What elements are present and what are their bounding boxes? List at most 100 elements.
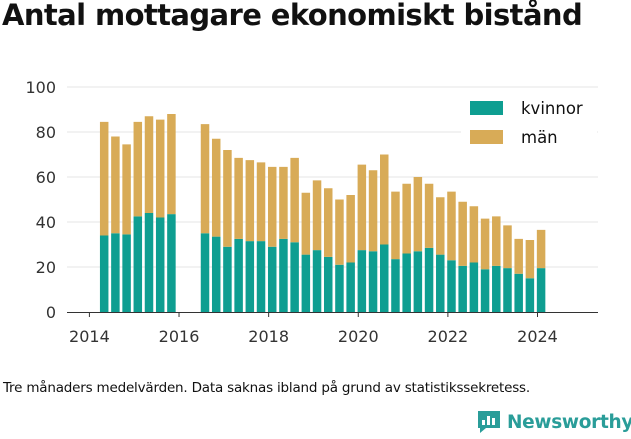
bar-man — [312, 180, 322, 251]
bar-man — [436, 197, 445, 255]
bar-man — [256, 162, 266, 242]
legend-swatch — [470, 130, 503, 144]
bar-man — [402, 183, 411, 254]
newsworthy-logo-icon — [478, 411, 500, 433]
bar-kvinnor — [167, 214, 176, 312]
bar-kvinnor — [267, 246, 277, 312]
bar-kvinnor — [503, 268, 512, 312]
y-tick-label: 0 — [46, 303, 56, 322]
bar-man — [368, 170, 378, 252]
bar-man — [424, 183, 434, 248]
bar-man — [335, 199, 344, 265]
bar-kvinnor — [391, 259, 400, 312]
bar-kvinnor — [155, 217, 165, 312]
bar-man — [144, 116, 154, 213]
bar-man — [234, 157, 243, 239]
bar-kvinnor — [211, 236, 221, 312]
bar-man — [492, 216, 501, 266]
x-tick-label: 2016 — [159, 327, 200, 346]
bar-kvinnor — [368, 251, 378, 312]
bar-kvinnor — [301, 254, 311, 312]
bar-kvinnor — [436, 254, 445, 312]
stacked-bar-chart: 0 20 40 60 80 100 2014 2016 2018 2020 2022 2024 kv… — [25, 78, 598, 346]
bar-man — [503, 225, 512, 269]
y-tick-label: 80 — [36, 123, 56, 142]
legend-label: kvinnor — [521, 99, 583, 118]
legend-swatch — [470, 101, 503, 115]
y-tick-label: 100 — [25, 78, 56, 97]
x-tick-label: 2024 — [517, 327, 558, 346]
bar-man — [447, 191, 456, 261]
bar-kvinnor — [290, 242, 299, 312]
bar-man — [155, 119, 165, 218]
bar-man — [380, 154, 389, 245]
bar-man — [99, 121, 109, 236]
chart-caption: Tre månaders medelvärden. Data saknas ib… — [3, 380, 530, 396]
bar-man — [391, 191, 400, 260]
bar-man — [346, 195, 355, 263]
bar-kvinnor — [279, 238, 288, 312]
bar-kvinnor — [514, 273, 523, 312]
bar-kvinnor — [144, 213, 154, 312]
y-tick-label: 20 — [36, 258, 56, 277]
legend-label: män — [521, 128, 558, 147]
x-axis-tick-labels: 2014 2016 2018 2020 2022 2024 — [69, 312, 558, 346]
bar-kvinnor — [536, 268, 546, 312]
bar-kvinnor — [447, 260, 456, 312]
bar-kvinnor — [99, 235, 109, 312]
bar-man — [279, 166, 288, 239]
bar-kvinnor — [525, 278, 535, 312]
bar-kvinnor — [122, 234, 131, 312]
bar-kvinnor — [323, 256, 333, 312]
bar-man — [200, 124, 210, 234]
bar-man — [480, 218, 490, 270]
bar-man — [413, 177, 423, 252]
bar-kvinnor — [223, 246, 232, 312]
bar-kvinnor — [111, 233, 120, 312]
bar-man — [133, 121, 143, 217]
bar-man — [514, 238, 523, 274]
bar-man — [245, 160, 255, 242]
bar-man — [267, 166, 277, 247]
bar-man — [301, 192, 311, 255]
bar-kvinnor — [256, 241, 266, 312]
y-axis-tick-labels: 0 20 40 60 80 100 — [25, 78, 56, 322]
bar-kvinnor — [245, 241, 255, 312]
bar-man — [167, 114, 176, 215]
bar-kvinnor — [492, 265, 501, 312]
x-tick-label: 2018 — [248, 327, 289, 346]
bar-man — [211, 138, 221, 237]
bar-man — [323, 188, 333, 257]
bar-kvinnor — [469, 262, 479, 312]
y-tick-label: 60 — [36, 168, 56, 187]
x-tick-label: 2014 — [69, 327, 110, 346]
bars — [99, 114, 546, 312]
bar-kvinnor — [133, 216, 143, 312]
legend: kvinnor män — [461, 93, 597, 155]
bar-man — [357, 164, 367, 251]
bar-man — [536, 229, 546, 269]
bar-kvinnor — [424, 247, 434, 312]
brand-name: Newsworthy — [507, 411, 631, 433]
bar-kvinnor — [480, 269, 490, 312]
bar-kvinnor — [234, 238, 243, 312]
bar-kvinnor — [200, 233, 210, 312]
bar-man — [290, 157, 299, 243]
bar-man — [525, 240, 535, 279]
bar-kvinnor — [312, 250, 322, 312]
bar-kvinnor — [413, 251, 423, 312]
bar-man — [223, 150, 232, 247]
bar-kvinnor — [346, 262, 355, 312]
y-tick-label: 40 — [36, 213, 56, 232]
bar-man — [122, 144, 131, 235]
x-tick-label: 2022 — [428, 327, 469, 346]
bar-man — [469, 206, 479, 263]
bar-kvinnor — [402, 253, 411, 312]
x-tick-label: 2020 — [338, 327, 379, 346]
chart-title: Antal mottagare ekonomiskt bistånd — [2, 0, 583, 32]
bar-man — [458, 201, 467, 266]
bar-kvinnor — [458, 265, 467, 312]
bar-man — [111, 136, 120, 234]
brand-logo: Newsworthy — [476, 409, 631, 435]
bar-kvinnor — [357, 250, 367, 312]
